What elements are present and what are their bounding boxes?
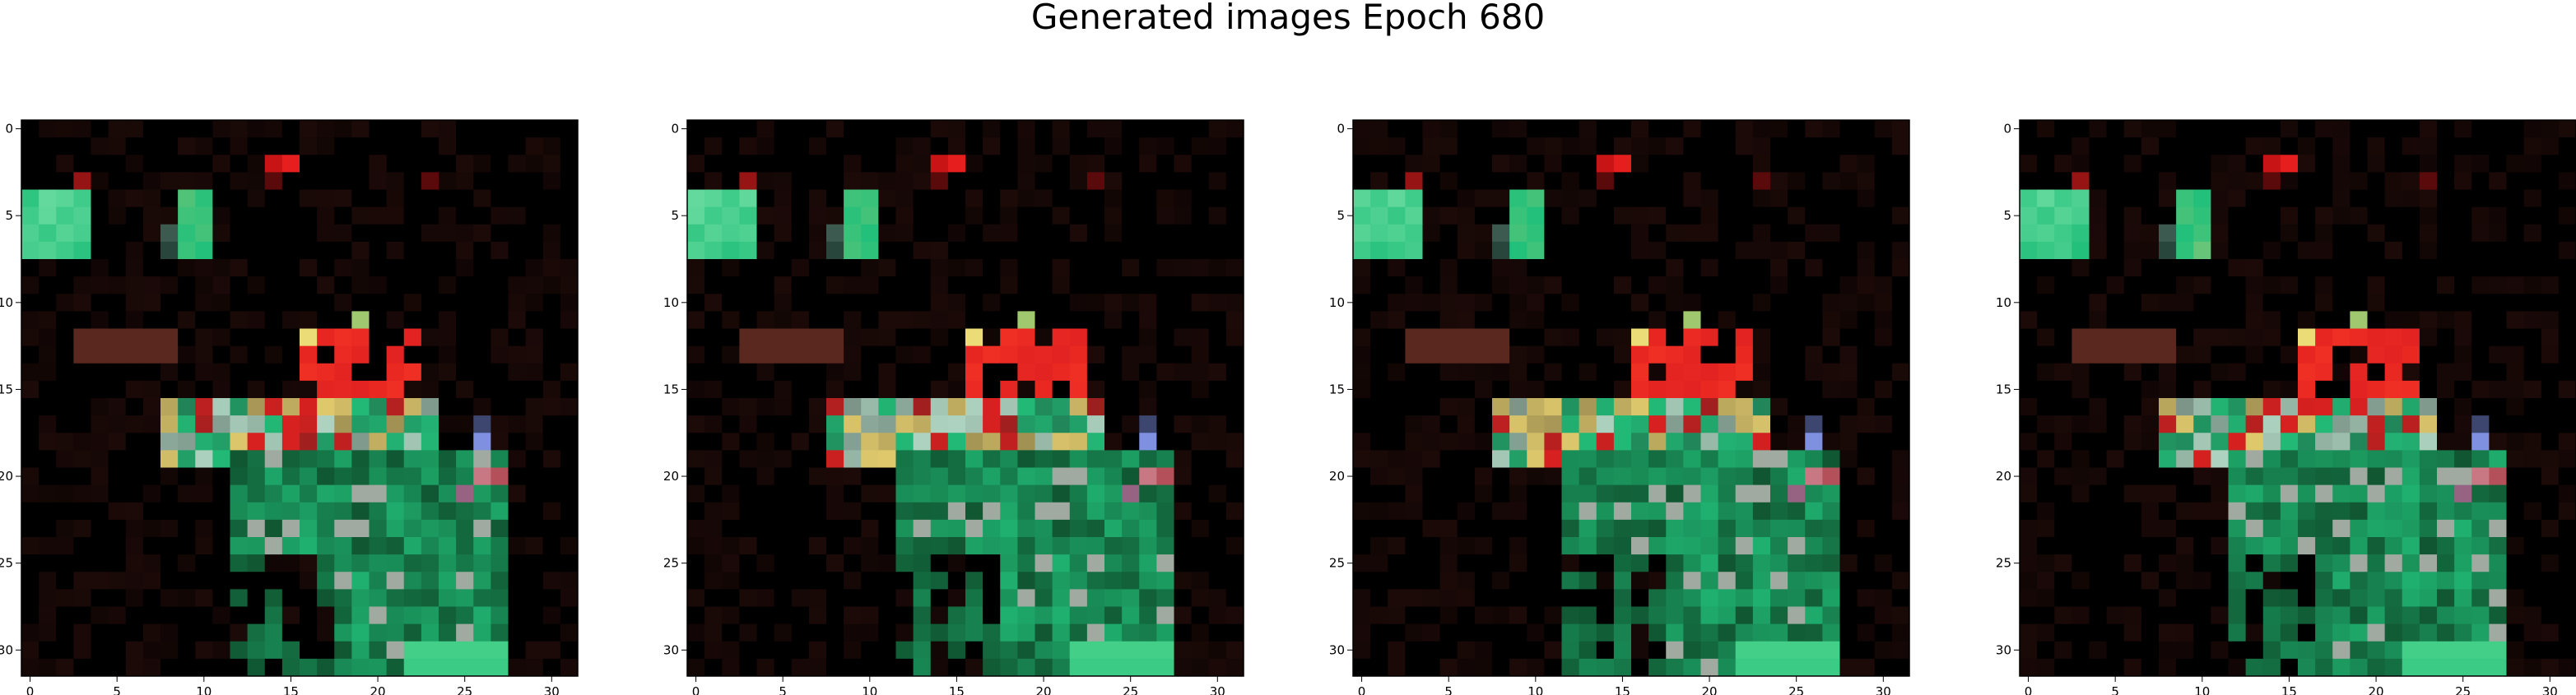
x-tick-label: 0 <box>26 684 35 695</box>
image-frame <box>1352 119 1910 677</box>
x-tick-label: 10 <box>2194 684 2210 695</box>
x-tick-label: 20 <box>1702 684 1718 695</box>
generated-image-panel-1: 0 5 10 15 20 25 30 0 5 10 15 20 25 30 <box>0 119 579 695</box>
y-tick-label: 15 <box>1329 382 1345 396</box>
x-tick-label: 25 <box>2455 684 2471 695</box>
x-tick-label: 15 <box>949 684 965 695</box>
image-frame <box>686 119 1244 677</box>
image-frame <box>21 119 579 677</box>
image-plot-1: 0 5 10 15 20 25 30 0 5 10 15 20 25 30 <box>0 119 579 695</box>
y-tick-label: 25 <box>0 556 13 571</box>
x-tick-label: 25 <box>1123 684 1138 695</box>
y-tick-label: 5 <box>1337 208 1345 223</box>
x-tick-label: 15 <box>2281 684 2297 695</box>
image-plot-4: 0 5 10 15 20 25 30 0 5 10 15 20 25 30 <box>1996 119 2576 695</box>
y-tick-label: 0 <box>1337 122 1345 137</box>
figure-title: Generated images Epoch 680 <box>1030 0 1546 37</box>
x-tick-label: 30 <box>544 684 560 695</box>
generated-image-panel-3: 0 5 10 15 20 25 30 0 5 10 15 20 25 30 <box>1329 119 1910 695</box>
x-tick-label: 30 <box>1876 684 1891 695</box>
image-plot-3: 0 5 10 15 20 25 30 0 5 10 15 20 25 30 <box>1329 119 1910 695</box>
generated-image-panel-2: 0 5 10 15 20 25 30 0 5 10 15 20 25 30 <box>663 119 1244 695</box>
y-tick-label: 10 <box>1996 295 2011 310</box>
y-tick-label: 30 <box>1996 642 2011 657</box>
x-tick-label: 5 <box>779 684 787 695</box>
x-tick-label: 5 <box>2111 684 2119 695</box>
x-tick-label: 20 <box>2369 684 2384 695</box>
image-frame <box>2019 119 2576 677</box>
x-tick-label: 10 <box>862 684 877 695</box>
y-tick-label: 25 <box>663 556 679 571</box>
y-tick-label: 5 <box>2003 208 2011 223</box>
y-tick-label: 20 <box>0 469 13 484</box>
y-tick-label: 5 <box>671 208 679 223</box>
x-tick-label: 0 <box>2025 684 2033 695</box>
generated-image-panel-4: 0 5 10 15 20 25 30 0 5 10 15 20 25 30 <box>1996 119 2576 695</box>
image-plot-2: 0 5 10 15 20 25 30 0 5 10 15 20 25 30 <box>663 119 1244 695</box>
y-tick-label: 5 <box>5 208 13 223</box>
y-tick-label: 15 <box>1996 382 2011 396</box>
x-tick-label: 25 <box>1788 684 1804 695</box>
y-tick-label: 0 <box>5 122 13 137</box>
x-tick-label: 0 <box>1358 684 1366 695</box>
y-tick-label: 10 <box>1329 295 1345 310</box>
y-tick-label: 25 <box>1996 556 2011 571</box>
x-tick-label: 10 <box>1527 684 1543 695</box>
y-tick-label: 10 <box>0 295 13 310</box>
x-tick-label: 15 <box>283 684 299 695</box>
x-tick-label: 5 <box>113 684 121 695</box>
y-tick-label: 20 <box>1996 469 2011 484</box>
x-tick-label: 10 <box>196 684 212 695</box>
y-tick-label: 30 <box>663 642 679 657</box>
y-tick-label: 10 <box>663 295 679 310</box>
y-tick-label: 15 <box>663 382 679 396</box>
x-tick-label: 20 <box>370 684 386 695</box>
y-tick-label: 0 <box>2003 122 2011 137</box>
y-tick-label: 15 <box>0 382 13 396</box>
x-tick-label: 30 <box>2542 684 2558 695</box>
x-tick-label: 15 <box>1615 684 1630 695</box>
x-tick-label: 20 <box>1036 684 1052 695</box>
x-tick-label: 30 <box>1210 684 1225 695</box>
y-tick-label: 20 <box>1329 469 1345 484</box>
y-tick-label: 25 <box>1329 556 1345 571</box>
y-tick-label: 0 <box>671 122 679 137</box>
y-tick-label: 30 <box>1329 642 1345 657</box>
x-tick-label: 25 <box>457 684 472 695</box>
x-tick-label: 0 <box>692 684 700 695</box>
x-tick-label: 5 <box>1444 684 1453 695</box>
y-tick-label: 20 <box>663 469 679 484</box>
y-tick-label: 30 <box>0 642 13 657</box>
